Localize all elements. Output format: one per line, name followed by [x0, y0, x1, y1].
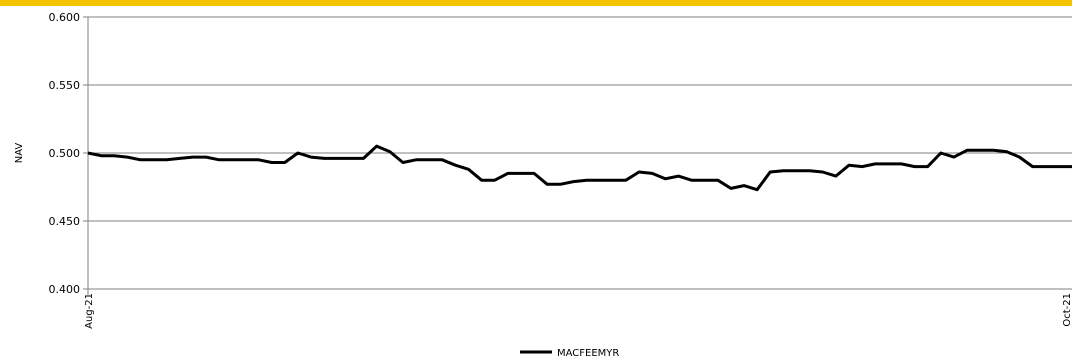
legend-label: MACFEEMYR: [557, 348, 619, 358]
x-axis: Aug-21 Oct-21: [84, 293, 1072, 329]
y-tick-label: 0.550: [49, 79, 81, 92]
y-tick-label: 0.500: [49, 147, 81, 160]
y-axis: 0.600 0.550 0.500 0.450 0.400: [49, 11, 89, 296]
legend: MACFEEMYR: [520, 348, 619, 358]
y-tick-label: 0.450: [49, 215, 81, 228]
gridlines: [88, 16, 1072, 290]
y-tick-label: 0.400: [49, 283, 81, 296]
x-tick-label: Aug-21: [84, 293, 95, 329]
y-axis-title: NAV: [14, 143, 25, 164]
accent-top-bar: [0, 0, 1072, 6]
x-tick-label: Oct-21: [1062, 293, 1072, 327]
series-line-macfeemyr: [87, 144, 1072, 192]
y-tick-label: 0.600: [49, 11, 81, 24]
